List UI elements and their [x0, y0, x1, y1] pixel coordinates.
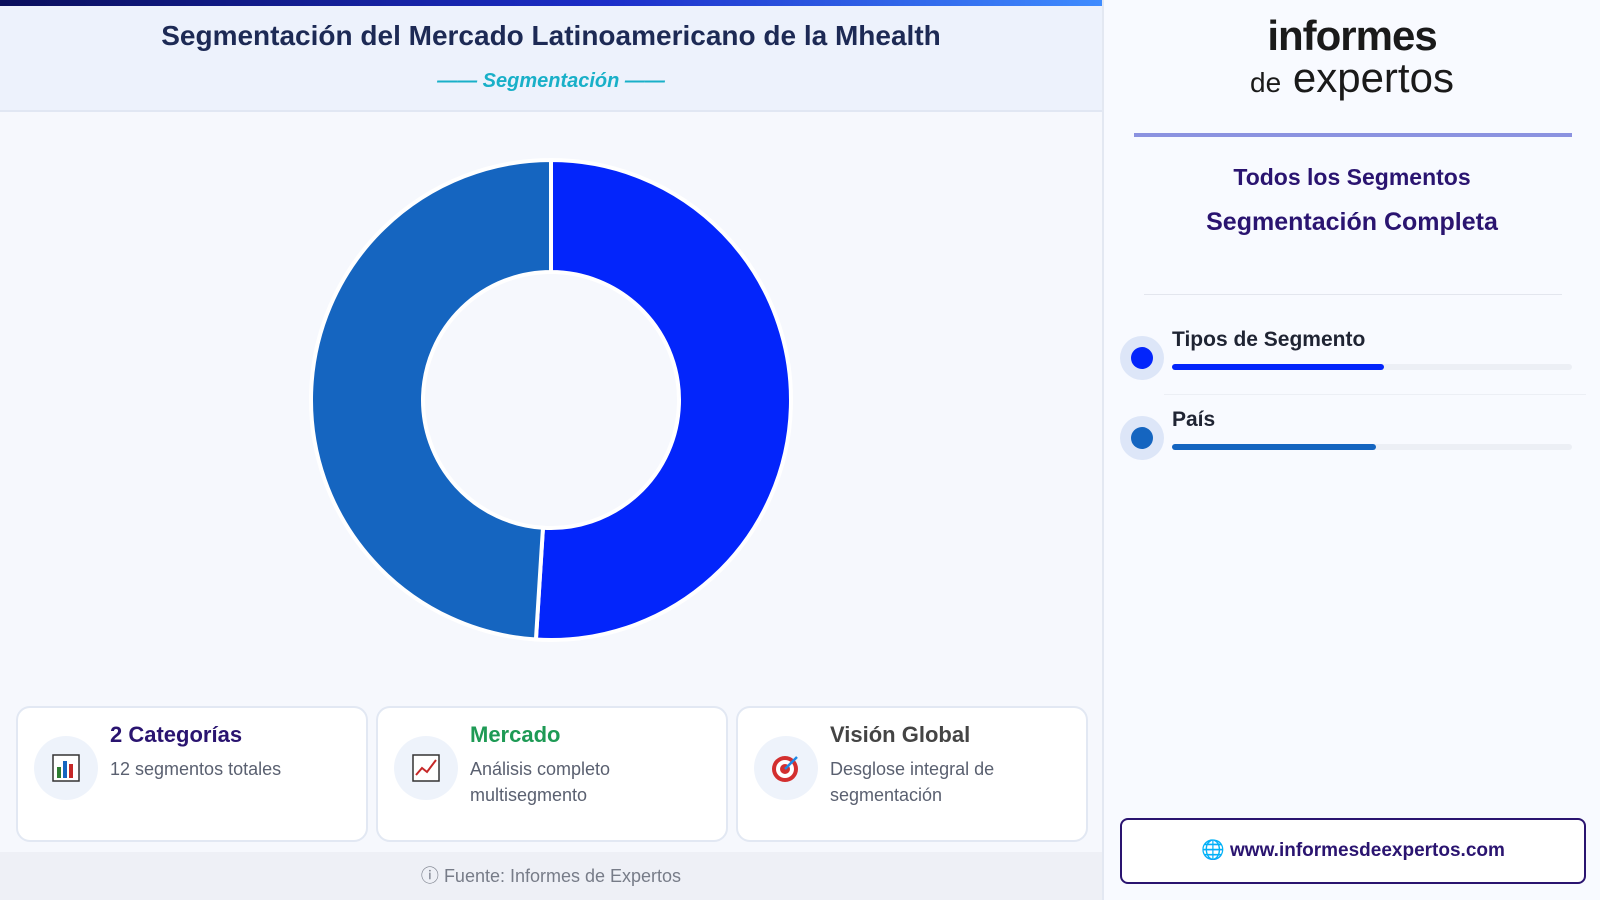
chart-title: Segmentación del Mercado Latinoamericano… — [161, 20, 941, 51]
legend-dot — [1131, 347, 1153, 369]
info-icon: ⓘ — [420, 866, 439, 886]
legend-bar-fill — [1172, 444, 1376, 450]
source-text: Fuente: Informes de Expertos — [443, 866, 682, 886]
card-title: Visión Global — [830, 722, 971, 747]
globe-icon: 🌐 — [1201, 840, 1225, 861]
legend-marker — [1120, 336, 1164, 380]
logo-line1: informes — [1267, 12, 1437, 59]
chart-subtitle: —— Segmentación —— — [437, 70, 665, 92]
sidebar-subheading: Segmentación Completa — [1206, 208, 1498, 236]
donut-slice-2[interactable] — [309, 157, 553, 642]
card-description: Desglose integral de segmentación — [830, 759, 995, 805]
legend-item-tipos-de-segmento[interactable]: Tipos de Segmento — [1120, 328, 1586, 408]
legend-item-pais[interactable]: País — [1120, 408, 1586, 488]
trend-chart-icon — [394, 736, 458, 800]
legend-marker — [1120, 416, 1164, 460]
summary-card-categories: 2 Categorías 12 segmentos totales — [16, 706, 368, 842]
logo-line2: de expertos — [1104, 57, 1600, 103]
logo-small-word: de — [1250, 67, 1282, 98]
brand-logo: informes de expertos — [1104, 14, 1600, 103]
target-icon — [754, 736, 818, 800]
summary-card-market: Mercado Análisis completo multisegmento — [376, 706, 728, 842]
legend-label: País — [1172, 408, 1216, 431]
legend-bar-track — [1172, 444, 1572, 450]
card-title: Mercado — [470, 722, 561, 747]
divider — [1134, 133, 1572, 137]
top-accent-bar — [0, 0, 1102, 6]
legend-label: Tipos de Segmento — [1172, 328, 1366, 351]
sidebar: informes de expertos Todos los Segmentos… — [1102, 0, 1600, 900]
legend-bar-track — [1172, 364, 1572, 370]
divider — [1144, 294, 1562, 295]
card-title: 2 Categorías — [110, 722, 243, 747]
bar-chart-icon — [34, 736, 98, 800]
donut-chart — [309, 157, 793, 642]
chart-header: Segmentación del Mercado Latinoamericano… — [0, 6, 1102, 112]
website-link[interactable]: 🌐 www.informesdeexpertos.com — [1120, 818, 1586, 884]
logo-word: expertos — [1292, 54, 1454, 101]
card-description: Análisis completo multisegmento — [470, 759, 611, 805]
website-url: www.informesdeexpertos.com — [1230, 840, 1505, 861]
legend-dot — [1131, 427, 1153, 449]
chart-area — [0, 114, 1102, 694]
legend-bar-fill — [1172, 364, 1384, 370]
summary-card-global-view: Visión Global Desglose integral de segme… — [736, 706, 1088, 842]
sidebar-heading: Todos los Segmentos — [1233, 164, 1471, 190]
main-panel: Segmentación del Mercado Latinoamericano… — [0, 0, 1102, 900]
divider — [1164, 394, 1586, 395]
source-footer: ⓘ Fuente: Informes de Expertos — [0, 852, 1102, 900]
donut-slice-1[interactable] — [533, 157, 793, 642]
card-description: 12 segmentos totales — [110, 759, 282, 779]
